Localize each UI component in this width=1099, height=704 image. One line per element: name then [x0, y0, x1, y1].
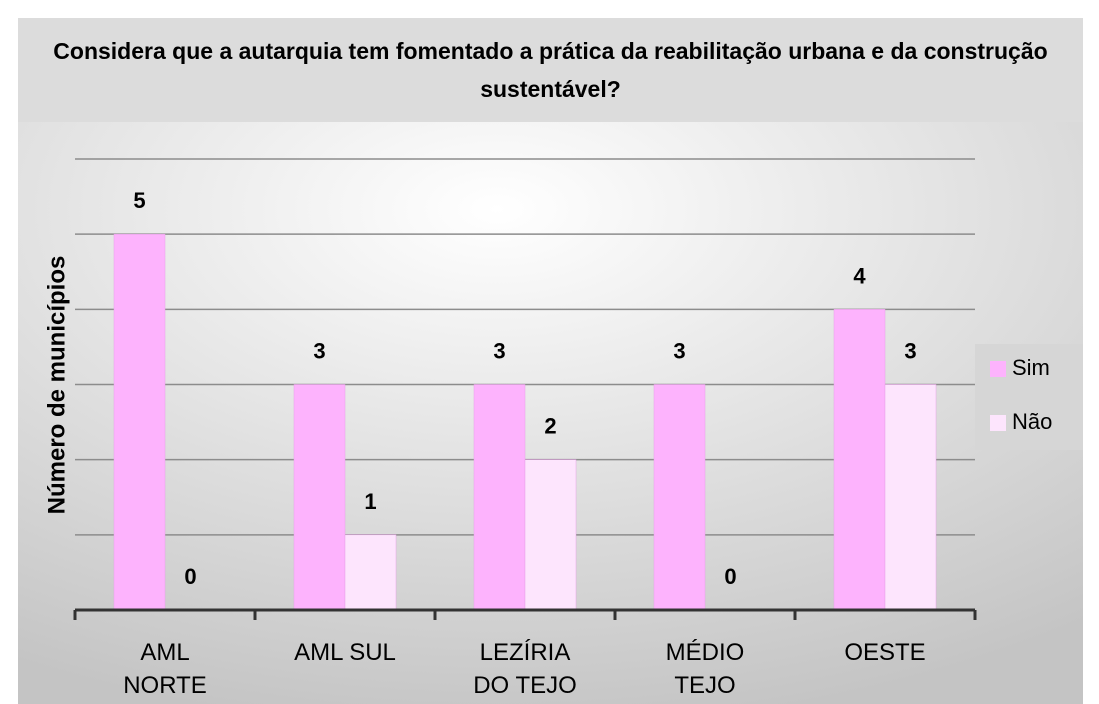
bar — [884, 384, 937, 611]
title-box: Considera que a autarquia tem fomentado … — [18, 18, 1083, 122]
bar — [113, 233, 166, 611]
legend-label: Não — [1012, 409, 1052, 434]
value-label: 3 — [904, 339, 916, 364]
bar — [653, 384, 706, 611]
value-label: 0 — [184, 564, 196, 589]
x-tick-label: AML SUL — [294, 639, 396, 666]
x-tick-label: LEZÍRIA DO TEJO — [473, 639, 577, 699]
value-label: 5 — [133, 188, 145, 213]
value-label: 4 — [853, 263, 866, 288]
bar — [524, 459, 577, 611]
value-label: 3 — [493, 339, 505, 364]
bar — [473, 384, 526, 611]
legend-swatch — [990, 361, 1006, 377]
bar — [344, 534, 397, 611]
value-label: 3 — [673, 339, 685, 364]
y-axis-label: Número de municípios — [43, 256, 70, 515]
x-tick-label: OESTE — [844, 639, 925, 666]
legend-label: Sim — [1012, 355, 1050, 380]
value-label: 1 — [364, 489, 376, 514]
legend-swatch — [990, 415, 1006, 431]
bar — [293, 384, 346, 611]
value-label: 2 — [544, 414, 556, 439]
value-label: 3 — [313, 339, 325, 364]
x-tick-label: MÉDIO TEJO — [666, 639, 745, 699]
x-tick-label: AML NORTE — [123, 639, 207, 699]
chart-title: Considera que a autarquia tem fomentado … — [53, 38, 1048, 102]
bar — [833, 309, 886, 611]
value-label: 0 — [724, 564, 736, 589]
